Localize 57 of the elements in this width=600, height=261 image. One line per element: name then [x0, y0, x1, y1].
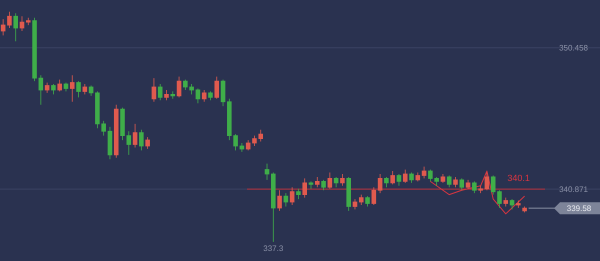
candlestick [82, 84, 88, 95]
candlestick [440, 174, 446, 184]
candlestick [503, 197, 508, 207]
candlestick [446, 175, 452, 188]
annotation: 340.1 [507, 173, 530, 184]
candlestick [378, 174, 382, 194]
candlestick [132, 123, 138, 148]
candlestick [308, 180, 314, 190]
candlestick [277, 190, 282, 212]
candlestick [208, 91, 213, 101]
candlestick [64, 82, 68, 92]
candlestick [365, 196, 370, 207]
candlestick [390, 170, 395, 185]
y-tick-label: 350.458 [559, 44, 589, 53]
y-tick-label: 340.871 [559, 184, 589, 194]
candlestick [416, 172, 420, 182]
candlestick [434, 176, 439, 186]
candlestick [459, 178, 464, 191]
candlestick [340, 174, 345, 186]
candlestick [472, 180, 477, 194]
candlestick [44, 82, 50, 94]
candlestick [164, 90, 169, 101]
annotation: 337.3 [263, 244, 284, 253]
candlestick [152, 78, 156, 102]
candlestick [176, 76, 182, 98]
candlestick [296, 188, 301, 200]
candlestick [51, 84, 56, 95]
candlestick [422, 166, 426, 179]
candlestick [183, 79, 188, 90]
candlestick [328, 172, 332, 190]
candlestick [372, 186, 376, 206]
candlestick [384, 176, 389, 188]
candlestick [202, 90, 206, 102]
candlestick [522, 206, 527, 213]
candlestick [13, 12, 18, 42]
candlestick [290, 186, 294, 206]
candlestick [510, 198, 514, 210]
candlestick [114, 104, 119, 158]
candlestick [139, 129, 144, 151]
candlestick [409, 172, 414, 184]
candlestick [302, 178, 307, 198]
candlestick [402, 169, 408, 184]
candlestick [158, 84, 162, 101]
candlestick [57, 79, 62, 92]
ref-line-label: 339.58 [566, 204, 592, 214]
candlestick [453, 176, 458, 188]
candlestick [516, 200, 521, 208]
candlestick [145, 136, 150, 150]
candlestick [214, 76, 220, 100]
candlestick [334, 176, 338, 188]
candlestick [428, 169, 433, 182]
candlestick [466, 180, 470, 190]
candlestick [284, 192, 288, 207]
candlestick [396, 174, 402, 186]
candlestick [321, 180, 326, 191]
candlestick [346, 176, 351, 212]
candlestick [76, 80, 81, 98]
